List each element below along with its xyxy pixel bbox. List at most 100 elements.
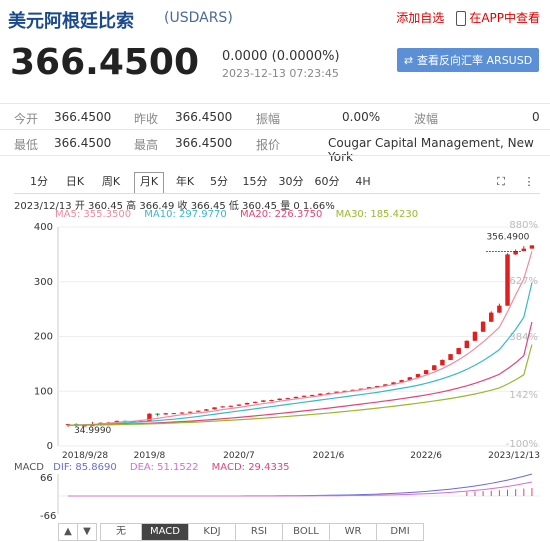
indicator-boll[interactable]: BOLL [282,523,330,541]
ma30-line [68,344,533,426]
candle [244,402,250,405]
price-change: 0.0000 (0.0000%) [222,49,340,64]
right-tick-label: 627% [509,276,538,287]
scroll-up-button[interactable]: ▲ [58,523,78,541]
page-title: 美元阿根廷比索 [8,11,134,32]
macd-value-label: MACD: 29.4335 [211,462,290,473]
wave-value: 0 [532,110,540,124]
candle [334,391,339,393]
quote-source-value: Cougar Capital Management, New York [328,136,534,164]
macd-bar [523,488,525,496]
prev-close-value: 366.4500 [175,110,233,124]
candle [391,382,396,385]
ma30-label: MA30: 185.4230 [335,209,419,220]
tab-yearly[interactable]: 年K [175,175,195,188]
candle [220,406,225,408]
ma-legend: MA5: 355.3500 MA10: 297.9770 MA20: 226.3… [55,209,418,220]
period-tabs: 1分 日K 周K 月K 年K 5分 15分 30分 60分 4H ⛶ ⋮ [14,171,540,194]
y-tick-label: 300 [34,277,53,288]
candle [187,411,193,413]
macd-bottom-tick: -66 [40,511,57,522]
y-tick-label: 400 [34,222,53,233]
indicator-rsi[interactable]: RSI [235,523,283,541]
candle [529,245,535,249]
ma20-line [68,321,533,426]
tab-weekly[interactable]: 周K [101,175,121,188]
x-tick-label: 2020/7 [223,451,255,461]
header-actions: 添加自选 在APP中查看 [396,9,540,26]
prev-close-label: 昨收 [134,112,159,126]
candle [277,398,282,401]
candle [147,413,152,422]
low-value: 366.4500 [54,136,112,150]
candle [432,365,437,371]
ma10-line [68,282,533,426]
max-price-label: 356.4900 [486,232,529,242]
candle [285,398,291,400]
open-value: 366.4500 [54,110,112,124]
high-label: 最高 [134,138,159,152]
reverse-rate-button[interactable]: ⇄ 查看反向汇率 ARSUSD [397,48,539,72]
indicator-macd[interactable]: MACD [141,523,189,541]
candle [253,401,258,403]
x-tick-label: 2018/9/28 [62,451,108,461]
candle [228,405,234,407]
y-tick-label: 200 [34,332,53,343]
add-watchlist-link[interactable]: 添加自选 [396,11,445,25]
candle [301,395,307,397]
indicator-wr[interactable]: WR [329,523,377,541]
more-icon[interactable]: ⋮ [523,175,535,188]
swap-icon: ⇄ [403,53,414,67]
ma20-label: MA20: 226.3750 [239,209,323,220]
x-tick-label: 2021/6 [313,451,345,461]
quote-source-label: 报价 [256,138,281,152]
y-tick-label: 0 [47,441,53,452]
stats-divider [0,155,550,156]
candle [415,374,421,378]
candle [497,305,502,313]
tab-15min[interactable]: 15分 [242,175,268,188]
right-tick-label: 384% [509,332,538,343]
open-label: 今开 [14,112,39,126]
y-tick-label: 100 [34,386,53,397]
candle [293,396,299,399]
scroll-down-button[interactable]: ▼ [77,523,97,541]
candle [90,425,95,427]
dif-label: DIF: 85.8690 [53,462,117,473]
tab-monthly[interactable]: 月K [134,172,164,193]
candle [448,354,453,360]
tab-daily[interactable]: 日K [65,175,85,188]
phone-icon [456,11,467,26]
candle [155,413,160,415]
tab-60min[interactable]: 60分 [314,175,340,188]
reverse-rate-label: 查看反向汇率 ARSUSD [417,54,533,67]
right-tick-label: -100% [506,439,538,450]
macd-bar [490,490,492,496]
candle-info: 2023/12/13 开 360.45 高 366.49 收 366.45 低 … [14,201,335,212]
candle [464,340,470,349]
app-view-label: 在APP中查看 [469,11,540,25]
low-label: 最低 [14,138,39,152]
tab-1min[interactable]: 1分 [30,175,48,188]
indicator-kdj[interactable]: KDJ [188,523,236,541]
app-view-link[interactable]: 在APP中查看 [456,9,540,26]
indicator-none[interactable]: 无 [100,523,142,541]
tab-30min[interactable]: 30分 [278,175,304,188]
high-value: 366.4500 [175,136,233,150]
macd-bar [482,491,484,496]
ma5-label: MA5: 355.3500 [55,209,132,220]
fullscreen-icon[interactable]: ⛶ [497,175,505,188]
indicator-dmi[interactable]: DMI [376,523,424,541]
stats-row: 最低 366.4500 最高 366.4500 报价 Cougar Capita… [0,129,550,164]
candle [171,413,177,415]
tab-4h[interactable]: 4H [355,175,371,188]
candle [505,254,510,306]
candle [350,389,356,391]
candle [489,312,494,322]
tab-5min[interactable]: 5分 [210,175,228,188]
stats-row: 今开 366.4500 昨收 366.4500 振幅 0.00% 波幅 0 [0,103,550,130]
x-tick-label: 2022/6 [410,451,442,461]
ma5-line [68,251,533,426]
candle [309,394,315,396]
